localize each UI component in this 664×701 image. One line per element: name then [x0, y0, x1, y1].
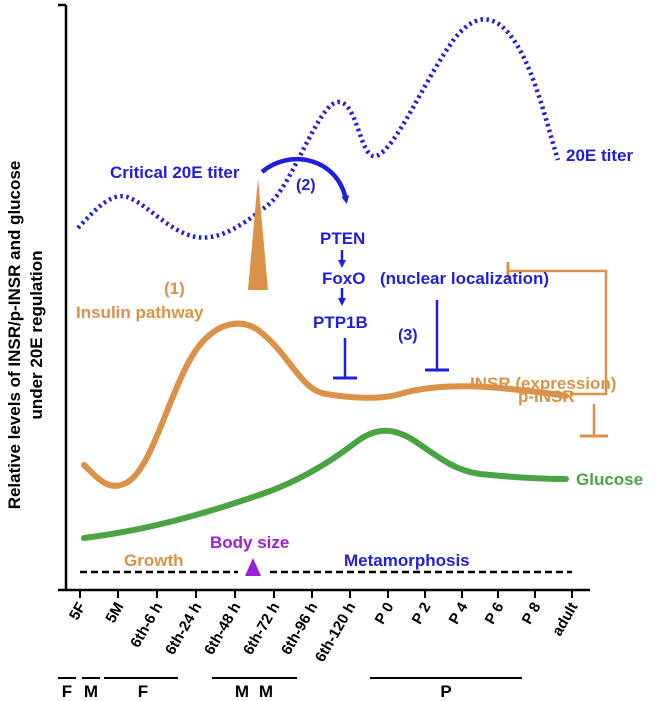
x-tick-label: 6th-72 h [240, 600, 283, 658]
ptp1b-label: PTP1B [313, 313, 368, 332]
titer-curve [76, 17, 561, 240]
step3-label: (3) [398, 327, 418, 344]
insr-expression-label: INSR (expression) [470, 374, 616, 393]
stage-label: P [440, 682, 451, 701]
glucose-label: Glucose [576, 470, 643, 489]
stage-label: M [84, 682, 98, 701]
x-tick-label: 6th-24 h [162, 600, 205, 658]
x-tick-label: 6th-48 h [201, 600, 244, 658]
x-tick-label: P 8 [519, 600, 545, 628]
nuclear-localization-label: (nuclear localization) [380, 269, 549, 288]
stage-labels: F M F M M P [62, 682, 452, 701]
curved-arrow [260, 157, 350, 204]
x-tick-label: P 2 [409, 600, 435, 628]
pinsr-label: p-INSR [518, 387, 575, 406]
growth-label: Growth [124, 551, 184, 570]
cone-triangle [248, 178, 268, 290]
x-tick-label: 5F [66, 600, 89, 624]
x-tick-marks [79, 590, 573, 598]
titer-label: 20E titer [566, 146, 633, 165]
body-size-marker-icon [245, 558, 261, 576]
x-tick-label: 6th-6 h [127, 600, 166, 651]
critical-titer-label: Critical 20E titer [110, 163, 240, 182]
pinsr-curve [81, 320, 569, 489]
stage-label: F [62, 682, 72, 701]
feedback-bracket [508, 269, 608, 396]
y-axis-label-line1: Relative levels of INSR/p-INSR and gluco… [5, 161, 24, 510]
body-size-label: Body size [210, 533, 289, 552]
insulin-pathway-label: Insulin pathway [76, 303, 204, 322]
y-axis-label-line2: under 20E regulation [27, 250, 46, 419]
pten-label: PTEN [320, 229, 365, 248]
step1-label: (1) [164, 279, 185, 298]
x-tick-labels: 5F 5M 6th-6 h 6th-24 h 6th-48 h 6th-72 h… [66, 599, 581, 665]
stage-label: F [138, 682, 148, 701]
x-tick-label: P 4 [446, 599, 472, 627]
glucose-curve [81, 427, 569, 541]
metamorphosis-label: Metamorphosis [344, 551, 470, 570]
step2-label: (2) [296, 177, 316, 194]
y-axis-label-group: Relative levels of INSR/p-INSR and gluco… [5, 161, 46, 510]
stage-label: M [259, 682, 273, 701]
stage-label: M [235, 682, 249, 701]
x-tick-label: P 6 [482, 600, 508, 628]
x-tick-label: adult [549, 600, 582, 640]
foxo-label: FoxO [322, 269, 365, 288]
x-tick-label: 5M [102, 600, 127, 627]
x-tick-label: 6th-96 h [278, 600, 321, 658]
x-tick-label: P 0 [372, 600, 398, 628]
